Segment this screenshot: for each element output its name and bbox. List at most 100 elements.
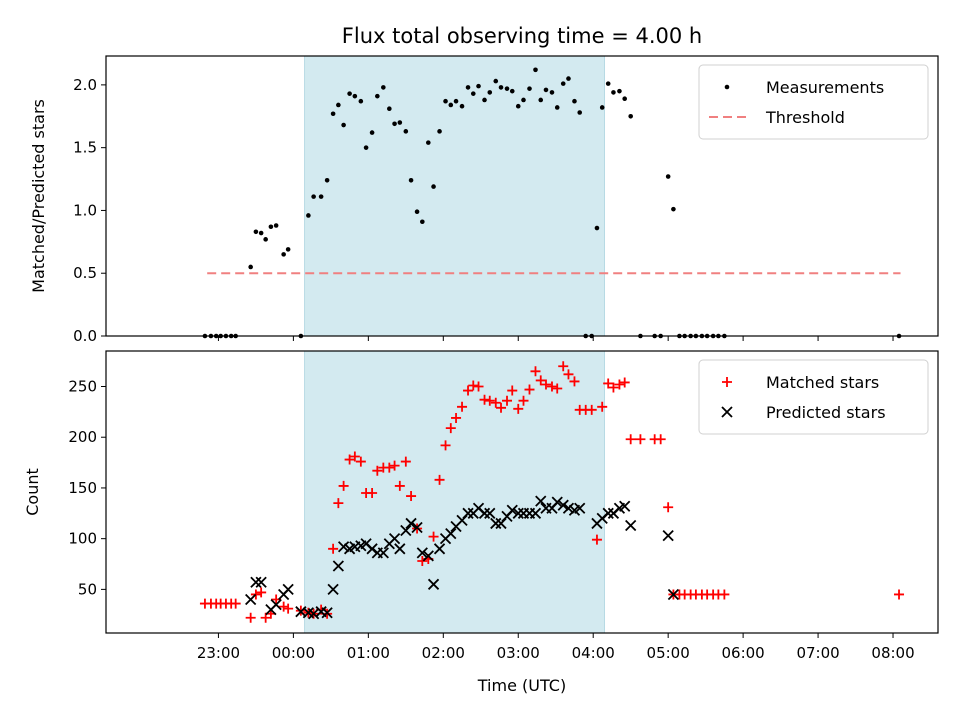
legend-box (698, 359, 929, 435)
measurements-point (665, 174, 671, 179)
measurements-point (285, 247, 291, 252)
matched-stars-point (619, 377, 630, 388)
measurements-point (671, 206, 676, 212)
y-tick-label: 50 (78, 580, 97, 598)
top-y-axis: 0.0 0.5 1.0 1.5 2.0 (73, 76, 106, 345)
bottom-x-axis: 23:00 00:00 01:00 02:00 03:00 04:00 05:00 06:00… (197, 633, 915, 662)
matched-stars-point (457, 401, 468, 412)
predicted-stars-point (377, 547, 389, 559)
matched-stars-point (245, 612, 256, 623)
matched-stars-point (355, 456, 366, 467)
legend-label: Matched stars (766, 373, 879, 392)
legend-entry: Matched stars (722, 373, 879, 392)
measurements-point (533, 67, 538, 73)
matched-stars-point (389, 460, 400, 471)
matched-stars-point (625, 434, 636, 445)
predicted-stars-point (506, 504, 518, 516)
measurements-point (426, 140, 431, 145)
matched-stars-point (558, 361, 569, 372)
x-tick-label: 02:00 (422, 644, 465, 662)
matched-stars-point (372, 465, 383, 476)
measurements-point (363, 145, 369, 150)
predicted-stars-point (388, 533, 401, 545)
measurements-point (347, 91, 352, 96)
predicted-stars-point (427, 578, 440, 590)
matched-stars-point (434, 474, 445, 485)
predicted-stars-point (250, 576, 262, 588)
measurements-point (263, 237, 268, 242)
legend-entry: Threshold (709, 108, 845, 127)
predicted-stars-point (484, 507, 496, 519)
matched-stars-point (535, 375, 546, 386)
measurements-point (599, 105, 605, 110)
predicted-stars-point (667, 588, 680, 601)
x-tick-label: 07:00 (796, 644, 839, 662)
matched-stars-point (484, 395, 495, 406)
measurements-point (521, 97, 526, 103)
matched-stars-point (367, 488, 378, 499)
measurements-point (498, 85, 504, 90)
matched-stars-point (278, 601, 289, 612)
measurements-point (509, 88, 515, 94)
matched-stars-point (451, 412, 462, 423)
measurements-point (622, 96, 627, 101)
matched-stars-point (445, 423, 456, 434)
measurements-point (560, 81, 566, 86)
measurements-point (420, 219, 425, 225)
measurements-point (352, 93, 358, 99)
matched-stars-point (719, 589, 730, 600)
measurements-point (306, 213, 311, 218)
matched-stars-point (230, 598, 241, 609)
predicted-stars-point (245, 593, 257, 606)
matched-stars-point (384, 462, 395, 473)
measurements-point (369, 130, 375, 135)
y-tick-label: 1.0 (73, 201, 97, 219)
legend-swatch (722, 377, 732, 387)
y-tick-label: 0.0 (73, 327, 97, 345)
predicted-stars-point (416, 547, 428, 559)
matched-stars-series (199, 361, 905, 623)
top-legend: Measurements Threshold (698, 64, 929, 140)
x-tick-label: 06:00 (721, 644, 764, 662)
measurements-point (493, 78, 499, 84)
measurements-point (594, 225, 600, 231)
bottom-plot-frame (105, 350, 939, 634)
predicted-stars-point (327, 583, 339, 596)
measurements-point (437, 129, 442, 134)
legend-entry: Measurements (724, 78, 884, 97)
matched-stars-point (338, 480, 349, 491)
measurements-point (470, 91, 476, 96)
measurements-point (330, 111, 336, 117)
predicted-stars-point (662, 529, 674, 542)
matched-stars-point (663, 502, 674, 513)
measurements-point (318, 194, 324, 199)
measurements-point (358, 98, 364, 104)
legend-swatch (721, 406, 733, 418)
matched-stars-point (655, 434, 666, 445)
matched-stars-point (328, 543, 339, 554)
predicted-stars-point (270, 598, 282, 611)
measurements-point (543, 87, 549, 93)
top-x-axis-ticks (217, 336, 894, 341)
matched-stars-point (608, 382, 619, 393)
predicted-stars-point (332, 560, 344, 572)
x-tick-label: 04:00 (572, 644, 615, 662)
legend-label: Threshold (765, 108, 845, 127)
predicted-stars-point (462, 507, 474, 519)
measurements-point (448, 102, 454, 108)
matched-stars-point (344, 454, 355, 465)
measurements-point (515, 103, 521, 109)
legend-entry: Predicted stars (721, 403, 886, 422)
measurements-point (628, 113, 633, 119)
measurements-point (482, 97, 487, 103)
matched-stars-point (546, 381, 557, 392)
predicted-stars-point (557, 499, 569, 511)
matched-stars-point (468, 380, 479, 391)
matched-stars-point (333, 498, 344, 509)
chart-title: Flux total observing time = 4.00 h (342, 24, 702, 48)
predicted-stars-point (405, 517, 417, 530)
predicted-stars-point (574, 502, 586, 514)
predicted-stars-point (619, 500, 631, 512)
predicted-stars-point (433, 543, 446, 555)
